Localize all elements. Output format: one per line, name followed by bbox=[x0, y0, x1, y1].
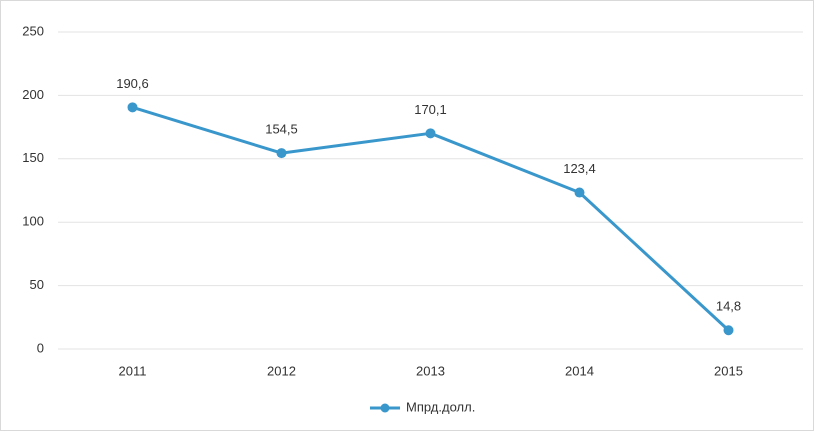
y-tick-label: 150 bbox=[22, 150, 44, 165]
point bbox=[723, 325, 734, 336]
data-label: 14,8 bbox=[716, 299, 741, 314]
legend-label: Мпрд.долл. bbox=[406, 399, 475, 414]
y-tick-label: 250 bbox=[22, 23, 44, 38]
point bbox=[574, 187, 585, 198]
x-tick-label: 2013 bbox=[416, 363, 445, 378]
x-tick-label: 2011 bbox=[119, 363, 147, 378]
point bbox=[127, 102, 138, 113]
x-tick-label: 2014 bbox=[565, 363, 594, 378]
data-label: 154,5 bbox=[265, 122, 298, 137]
y-tick-label: 100 bbox=[22, 214, 44, 229]
data-label: 123,4 bbox=[563, 161, 596, 176]
point bbox=[276, 148, 287, 159]
y-tick-label: 200 bbox=[22, 87, 44, 102]
legend-marker bbox=[380, 403, 390, 413]
x-tick-label: 2015 bbox=[714, 363, 743, 378]
data-label: 170,1 bbox=[414, 102, 447, 117]
y-tick-label: 0 bbox=[37, 340, 44, 355]
x-tick-label: 2012 bbox=[267, 363, 296, 378]
y-tick-label: 50 bbox=[30, 277, 44, 292]
data-label: 190,6 bbox=[116, 76, 149, 91]
point bbox=[425, 128, 436, 139]
